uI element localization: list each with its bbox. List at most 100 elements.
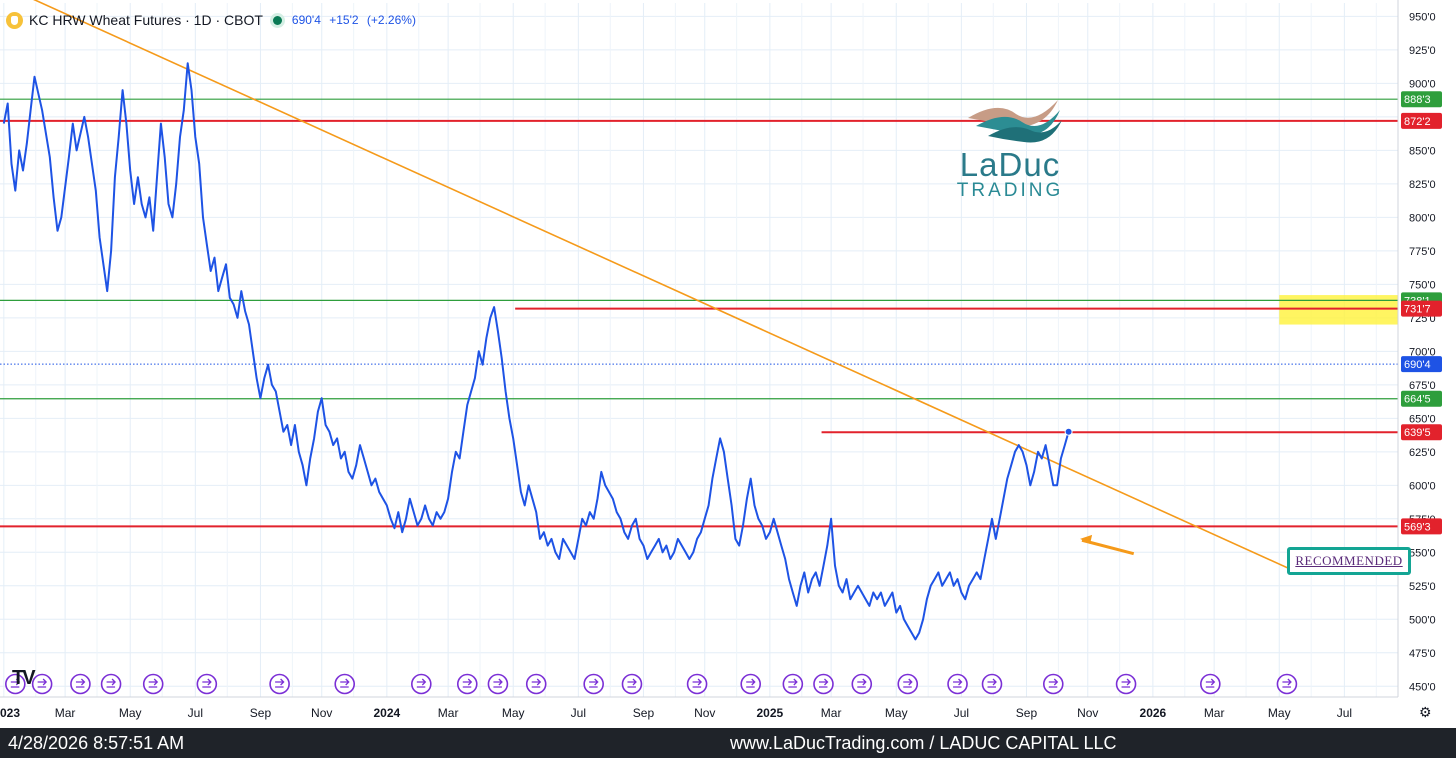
event-marker-icon[interactable] xyxy=(142,673,164,695)
x-tick-label: Jul xyxy=(571,706,586,720)
recommended-badge[interactable]: RECOMMENDED xyxy=(1287,547,1411,575)
x-tick-label: Mar xyxy=(55,706,76,720)
y-tick-label: 950'0 xyxy=(1409,11,1436,23)
price-change: +15'2 xyxy=(329,13,359,27)
event-marker-icon[interactable] xyxy=(851,673,873,695)
event-marker-icon[interactable] xyxy=(5,673,26,695)
event-marker-icon[interactable] xyxy=(583,673,604,695)
event-marker-icon[interactable] xyxy=(1276,673,1298,695)
event-marker-icon[interactable] xyxy=(269,673,290,695)
level-tag-label: 664'5 xyxy=(1404,394,1431,406)
x-tick-label: 2026 xyxy=(1140,706,1167,720)
event-marker-icon[interactable] xyxy=(31,673,53,695)
x-tick-label: Jul xyxy=(954,706,969,720)
event-marker-icon[interactable] xyxy=(100,673,122,695)
level-tag xyxy=(1401,356,1442,373)
trendline[interactable] xyxy=(27,0,1295,572)
x-tick-label: Jul xyxy=(188,706,203,720)
event-marker-icon[interactable] xyxy=(196,673,218,695)
footer-bar: 4/28/2026 8:57:51 AM www.LaDucTrading.co… xyxy=(0,728,1456,758)
y-tick-label: 925'0 xyxy=(1409,45,1436,57)
event-marker-arrow xyxy=(1205,678,1216,688)
y-tick-label: 450'0 xyxy=(1409,681,1436,693)
event-marker-arrow xyxy=(1282,678,1292,688)
x-tick-label: May xyxy=(502,706,525,720)
level-tag xyxy=(1401,424,1442,441)
event-marker-icon[interactable] xyxy=(897,673,919,695)
event-marker-arrow xyxy=(987,678,997,688)
last-price-dot xyxy=(1064,427,1073,436)
x-tick-label: Sep xyxy=(633,706,655,720)
event-marker-arrow xyxy=(493,678,503,688)
event-marker-icon[interactable] xyxy=(621,673,643,695)
last-price: 690'4 xyxy=(291,13,321,27)
x-tick-label: May xyxy=(885,706,908,720)
x-tick-label: May xyxy=(1268,706,1291,720)
level-tag-label: 731'7 xyxy=(1404,304,1431,316)
x-tick-label: 2025 xyxy=(757,706,784,720)
event-marker-icon[interactable] xyxy=(1115,673,1137,695)
event-marker-icon[interactable] xyxy=(525,673,547,695)
y-tick-label: 675'0 xyxy=(1409,380,1436,392)
level-tag-label: 690'4 xyxy=(1404,359,1431,371)
x-tick-label: Sep xyxy=(250,706,272,720)
event-marker-arrow xyxy=(75,678,86,688)
event-marker-icon[interactable] xyxy=(947,673,968,695)
event-marker-arrow xyxy=(692,678,703,688)
x-tick-label: Sep xyxy=(1016,706,1038,720)
event-marker-icon[interactable] xyxy=(813,673,834,695)
y-tick-label: 825'0 xyxy=(1409,179,1436,191)
symbol-title[interactable]: KC HRW Wheat Futures · 1D · CBOT xyxy=(29,12,263,28)
price-chart[interactable]: 450'0475'0500'0525'0550'0575'0600'0625'0… xyxy=(0,0,1456,728)
y-tick-label: 775'0 xyxy=(1409,246,1436,258)
event-marker-arrow xyxy=(627,678,637,688)
x-tick-label: Mar xyxy=(1204,706,1225,720)
event-marker-arrow xyxy=(462,678,473,688)
event-marker-arrow xyxy=(10,678,21,688)
tradingview-logo[interactable]: TV xyxy=(12,667,36,689)
x-tick-label: May xyxy=(119,706,142,720)
y-tick-label: 700'0 xyxy=(1409,346,1436,358)
y-tick-label: 475'0 xyxy=(1409,648,1436,660)
price-line[interactable] xyxy=(2,62,1070,641)
event-marker-icon[interactable] xyxy=(487,673,509,695)
footer-timestamp: 4/28/2026 8:57:51 AM xyxy=(8,733,185,753)
event-marker-arrow xyxy=(589,678,599,688)
event-marker-arrow xyxy=(275,678,285,688)
event-marker-icon[interactable] xyxy=(411,673,432,695)
arrow-icon xyxy=(1080,534,1093,544)
event-marker-icon[interactable] xyxy=(782,673,804,695)
market-open-icon xyxy=(272,15,282,25)
logo-line2: TRADING xyxy=(956,180,1064,201)
chart-header: KC HRW Wheat Futures · 1D · CBOT 690'4 +… xyxy=(6,9,421,31)
y-tick-label: 550'0 xyxy=(1409,547,1436,559)
arrow-shaft xyxy=(1081,538,1135,556)
level-tag-label: 639'5 xyxy=(1404,427,1431,439)
event-marker-icon[interactable] xyxy=(456,673,478,695)
gear-icon[interactable]: ⚙ xyxy=(1419,704,1432,720)
event-marker-icon[interactable] xyxy=(1042,673,1064,695)
event-marker-arrow xyxy=(746,678,756,688)
event-marker-icon[interactable] xyxy=(1200,673,1221,695)
event-marker-arrow xyxy=(106,678,116,688)
level-tag xyxy=(1401,390,1442,407)
event-marker-icon[interactable] xyxy=(740,673,762,695)
y-tick-label: 900'0 xyxy=(1409,78,1436,90)
event-marker-arrow xyxy=(1121,678,1131,688)
x-tick-label: Mar xyxy=(438,706,459,720)
footer-credit: www.LaDucTrading.com / LADUC CAPITAL LLC xyxy=(730,733,1117,753)
event-marker-icon[interactable] xyxy=(334,673,356,695)
event-marker-icon[interactable] xyxy=(70,673,91,695)
event-marker-icon[interactable] xyxy=(686,673,708,695)
x-tick-label: 2024 xyxy=(373,706,400,720)
event-marker-arrow xyxy=(903,678,913,688)
event-marker-arrow xyxy=(37,678,48,688)
event-marker-arrow xyxy=(788,678,798,688)
level-tag xyxy=(1401,300,1442,317)
price-change-pct: (+2.26%) xyxy=(366,13,416,27)
event-marker-icon[interactable] xyxy=(981,673,1003,695)
time-axis-bg xyxy=(0,697,1456,728)
wheat-symbol-icon xyxy=(6,11,23,29)
y-tick-label: 850'0 xyxy=(1409,145,1436,157)
event-marker-arrow xyxy=(148,678,159,688)
